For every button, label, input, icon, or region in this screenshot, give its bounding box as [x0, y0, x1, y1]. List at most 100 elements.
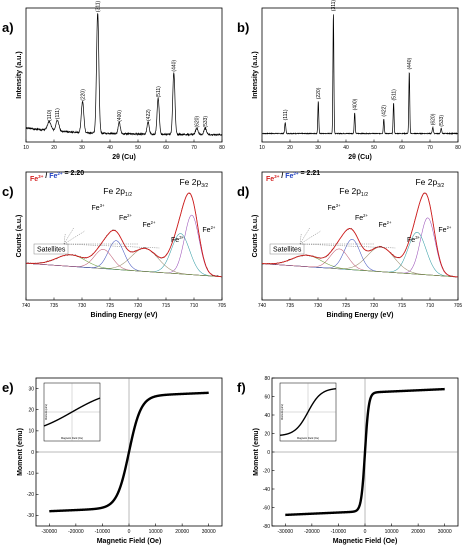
- x-tick-label: 60: [399, 145, 405, 151]
- magnetization-curve: [285, 387, 445, 517]
- y-tick-label: 80: [264, 376, 270, 382]
- y-tick-label: 0: [267, 450, 270, 456]
- x-tick-label: 70: [427, 145, 433, 151]
- main-peak-label-1: Fe 2p1/2: [103, 186, 132, 198]
- y-tick-label: -30: [27, 513, 34, 519]
- envelope-fit-line: [261, 192, 458, 278]
- x-tick-label: 30: [79, 145, 85, 151]
- y-axis-title: Intensity (a.u.): [16, 51, 23, 98]
- y-tick-label: -20: [263, 468, 270, 474]
- x-tick-label: 60: [163, 145, 169, 151]
- peak-label-2: (311): [331, 0, 337, 11]
- peak-label-3: (400): [352, 98, 358, 110]
- x-tick-label: 740: [258, 303, 267, 309]
- inset-curve: [279, 388, 337, 436]
- y-tick-label: -60: [263, 505, 270, 511]
- peak-label-5: (511): [391, 89, 397, 101]
- x-tick-label: 705: [454, 303, 463, 309]
- x-tick-label: 0: [364, 529, 367, 535]
- panel-label: f): [237, 380, 246, 395]
- plot-frame: [25, 171, 223, 301]
- component-label-2: Fe2+: [378, 220, 392, 229]
- inset-x-axis-title: Magnetic Field (Oe): [297, 437, 319, 440]
- y-tick-label: 30: [28, 386, 34, 392]
- xrd-pattern-line: [25, 13, 223, 137]
- y-tick-label: -10: [27, 471, 34, 477]
- plot-frame: [25, 7, 223, 143]
- peak-label-5: (422): [146, 109, 152, 121]
- y-tick-label: -20: [27, 492, 34, 498]
- x-tick-label: 715: [162, 303, 171, 309]
- x-tick-label: 730: [314, 303, 323, 309]
- x-tick-label: 710: [426, 303, 435, 309]
- panel-label: a): [2, 20, 14, 35]
- panel-label: d): [237, 184, 249, 199]
- y-tick-label: 60: [264, 394, 270, 400]
- x-tick-label: 725: [106, 303, 115, 309]
- y-tick-label: 0: [31, 450, 34, 456]
- x-axis-title: Magnetic Field (Oe): [333, 538, 398, 545]
- x-tick-label: 725: [342, 303, 351, 309]
- ratio-label: Fe3+ / Fe2+ = 2.21: [266, 170, 320, 183]
- x-axis-title: 2θ (Cu): [112, 154, 136, 161]
- inset-curve: [43, 397, 101, 427]
- xps-panel-c: 740 735 730 725 720 715 710 705 Binding Energy (…: [2, 170, 226, 319]
- x-axis-title: Magnetic Field (Oe): [97, 538, 162, 545]
- x-tick-label: 70: [191, 145, 197, 151]
- satellites-label: Satellites: [37, 246, 66, 253]
- peak-label-4: (422): [382, 105, 388, 117]
- xps-panel-d: 740 735 730 725 720 715 710 705 Binding Energy (…: [237, 170, 462, 319]
- peak-label-8: (533): [439, 115, 445, 127]
- component-label-4: Fe2+: [438, 225, 452, 234]
- panel-label: c): [2, 184, 14, 199]
- x-tick-label: 30000: [202, 529, 216, 535]
- plot-frame: [261, 7, 459, 143]
- y-axis-title: Intensity (a.u.): [252, 51, 259, 98]
- raw-data-line: [25, 192, 222, 278]
- y-tick-label: 20: [264, 431, 270, 437]
- peak-label-0: (111): [283, 109, 289, 120]
- peak-label-6: (440): [407, 57, 413, 69]
- panel-label: e): [2, 380, 14, 395]
- peak-label-0: (110): [47, 109, 53, 121]
- satellite-arrow-0: [63, 233, 66, 245]
- y-tick-label: 20: [28, 408, 34, 414]
- vsm-panel-e: -30000 -20000 -10000 0 10000 20000 30000 -30 -20…: [2, 377, 223, 545]
- x-tick-label: 20: [51, 145, 57, 151]
- x-tick-label: 710: [190, 303, 199, 309]
- x-tick-label: 10: [259, 145, 265, 151]
- peak-label-1: (220): [316, 87, 322, 99]
- peak-label-4: (400): [117, 110, 123, 122]
- x-tick-label: 30000: [438, 529, 452, 535]
- y-tick-label: -80: [263, 524, 270, 530]
- xrd-panel-a: (110) (111) (220) (311) (400) (422) (511) (440)…: [2, 0, 225, 161]
- satellite-arrow-1: [63, 227, 74, 245]
- x-tick-label: 10000: [149, 529, 163, 535]
- x-tick-label: 0: [128, 529, 131, 535]
- x-tick-label: -30000: [277, 529, 293, 535]
- peak-label-2: (220): [80, 89, 86, 101]
- main-peak-label-2: Fe 2p3/2: [179, 177, 208, 189]
- x-tick-label: 50: [371, 145, 377, 151]
- component-label-1: Fe2+: [355, 213, 369, 222]
- magnetization-curve: [49, 391, 209, 513]
- satellite-arrow-4: [299, 243, 396, 249]
- y-tick-label: -40: [263, 487, 270, 493]
- inset-x-axis-title: Magnetic Field (Oe): [61, 437, 83, 440]
- y-axis-title: Counts (a.u.): [252, 215, 259, 258]
- peak-label-1: (111): [55, 108, 61, 119]
- satellites-label: Satellites: [273, 246, 302, 253]
- x-tick-label: 735: [286, 303, 295, 309]
- peak-label-6: (511): [156, 86, 162, 98]
- fit-component-5: [25, 254, 221, 277]
- main-peak-label-2: Fe 2p3/2: [415, 177, 444, 189]
- x-tick-label: -30000: [41, 529, 57, 535]
- satellite-arrow-4: [63, 243, 160, 249]
- x-tick-label: 80: [455, 145, 461, 151]
- panel-label: b): [237, 20, 249, 35]
- inset-y-axis-title: Moment (emu): [45, 404, 48, 420]
- peak-label-3: (311): [95, 0, 101, 12]
- inset-y-axis-title: Moment (emu): [281, 404, 284, 420]
- xrd-pattern-line: [261, 14, 459, 135]
- y-axis-title: Counts (a.u.): [16, 215, 23, 258]
